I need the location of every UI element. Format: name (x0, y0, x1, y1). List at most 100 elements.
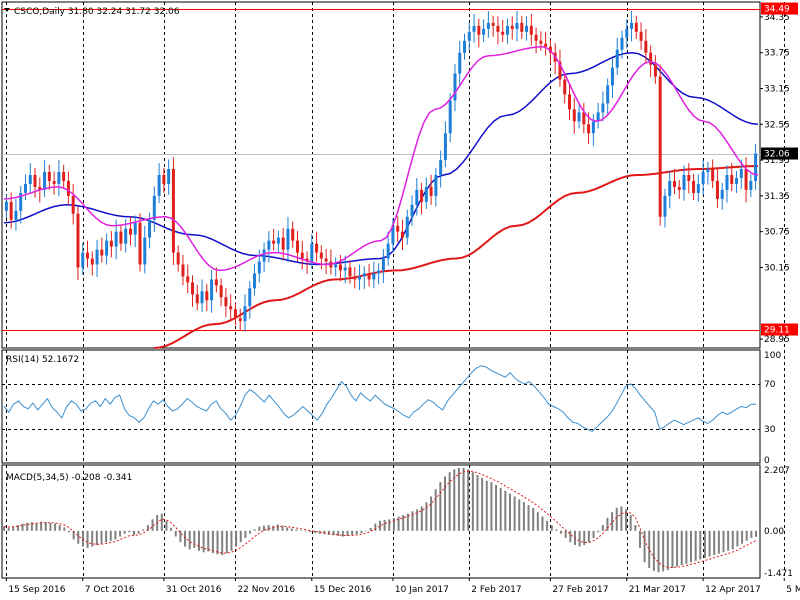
candle-body (420, 189, 424, 202)
candle-body (682, 175, 686, 190)
candle-body (324, 258, 328, 262)
candle-body (367, 273, 371, 280)
date-tick-label: 27 Feb 2017 (552, 585, 608, 595)
candle-body (143, 237, 147, 265)
chevron-down-icon[interactable] (4, 8, 10, 12)
candle-body (152, 195, 156, 220)
candle-body (119, 231, 123, 244)
candle-body (754, 153, 758, 181)
date-tick-label: 15 Dec 2016 (314, 585, 372, 595)
candle-body (162, 175, 166, 184)
moving-average-red (154, 165, 758, 349)
candle-body (295, 240, 299, 253)
candle-body (677, 186, 681, 190)
candle-body (692, 180, 696, 193)
candle-body (448, 100, 452, 134)
price-tick-label: 33.15 (764, 85, 790, 95)
moving-average-line (3, 51, 759, 266)
moving-average-magenta (3, 45, 759, 272)
candle-body (601, 103, 605, 113)
candle-body (453, 73, 457, 101)
candle-body (458, 52, 462, 74)
candle-body (238, 318, 242, 322)
price-line-tag (761, 147, 798, 160)
candle-body (615, 49, 619, 68)
date-tick-label: 12 Apr 2017 (705, 585, 761, 595)
candle-body (128, 228, 132, 235)
candle-body (510, 25, 514, 29)
candle-body (439, 160, 443, 175)
price-tick-label: 28.95 (764, 335, 790, 345)
candle-body (66, 180, 70, 196)
candle-body (410, 204, 414, 217)
candle-body (644, 40, 648, 53)
candle-body (372, 273, 376, 280)
candle-body (200, 291, 204, 304)
candle-body (52, 180, 56, 184)
candle-body (286, 228, 290, 250)
candle-body (467, 31, 471, 41)
candle-body (133, 222, 137, 235)
price-tick-label: 30.75 (764, 228, 790, 238)
candle-body (224, 297, 228, 307)
candle-body (205, 291, 209, 301)
candle-body (434, 175, 438, 196)
panel-frame (1, 349, 761, 464)
panel-frame (1, 1, 761, 349)
candle-body (701, 172, 705, 184)
candle-body (248, 288, 252, 307)
date-tick-label: 22 Nov 2016 (237, 585, 295, 595)
date-tick-label: 21 Mar 2017 (629, 585, 686, 595)
candle-body (706, 169, 710, 173)
candle-body (424, 186, 428, 202)
candle-body (4, 201, 8, 211)
candle-body (267, 240, 271, 250)
candle-body (28, 175, 32, 184)
candle-body (353, 276, 357, 280)
candle-body (191, 282, 194, 295)
candle-body (90, 258, 94, 265)
rsi-indicator (2, 365, 760, 433)
macd-tick-label: 2.207 (764, 466, 790, 476)
candle-body (653, 64, 657, 77)
candle-body (105, 240, 109, 256)
candle-body (43, 172, 47, 190)
candle-body (725, 175, 729, 190)
macd-tick-label: 0.00 (764, 527, 784, 537)
rsi-tick-label: 100 (764, 351, 781, 361)
candle-body (606, 85, 610, 104)
candle-body (343, 267, 347, 271)
candle-body (319, 252, 323, 259)
candle-body (744, 169, 748, 190)
candle-body (610, 67, 614, 86)
price-line-tag-label: 29.11 (764, 326, 790, 336)
candle-body (300, 252, 304, 259)
candle-body (587, 124, 591, 134)
candle-body (405, 216, 409, 238)
price-tick-label: 31.35 (764, 192, 790, 202)
candle-body (310, 243, 314, 262)
candle-body (214, 279, 218, 286)
candle-body (124, 228, 128, 244)
rsi-label: RSI(14) 52.1672 (6, 355, 79, 365)
candle-body (19, 192, 23, 211)
candle-body (210, 279, 214, 301)
price-line-tag (761, 323, 798, 336)
price-line-tag-label: 34.49 (764, 5, 790, 15)
price-tick-label: 30.15 (764, 263, 790, 273)
candle-body (334, 264, 338, 268)
candle-body (148, 219, 152, 238)
candle-body (649, 52, 653, 65)
candle-body (525, 25, 529, 32)
candle-body (548, 46, 552, 53)
price-tick-label: 34.35 (764, 13, 790, 23)
candle-body (687, 175, 691, 181)
price-line-tag-label: 32.06 (764, 150, 790, 160)
candle-body (711, 169, 715, 181)
candle-body (591, 121, 595, 134)
candle-body (315, 243, 319, 253)
price-line-tag (761, 2, 798, 15)
macd-label: MACD(5,34,5) -0.208 -0.341 (6, 473, 132, 483)
